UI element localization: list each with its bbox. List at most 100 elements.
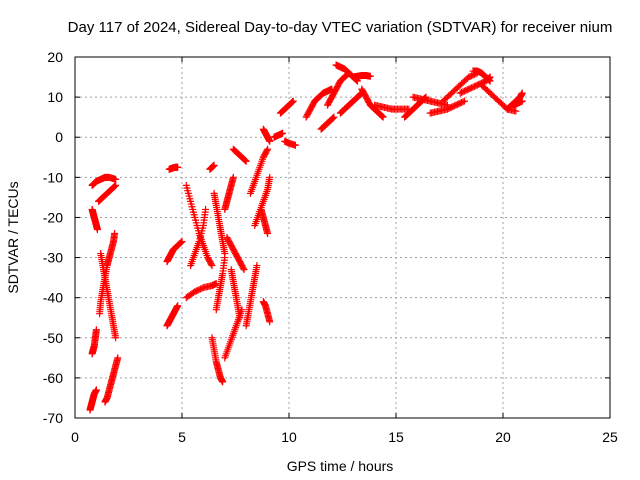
data-point (266, 173, 274, 181)
y-tick-label: -40 (43, 290, 63, 306)
series-arc2 (95, 181, 120, 205)
data-point (174, 163, 182, 171)
data-point (112, 181, 120, 189)
data-point (240, 266, 248, 274)
data-point (512, 107, 520, 115)
series-arc24 (242, 262, 261, 330)
data-point (329, 115, 337, 123)
data-point (207, 260, 215, 268)
data-point (92, 326, 100, 334)
series-arc22 (227, 266, 244, 322)
y-tick-label: 10 (47, 89, 63, 105)
x-tick-label: 10 (281, 429, 297, 445)
data-point (264, 229, 272, 237)
x-tick-label: 5 (178, 429, 186, 445)
data-point (289, 97, 297, 105)
series-arc39 (358, 85, 387, 121)
data-point (241, 156, 249, 164)
y-tick-label: -30 (43, 250, 63, 266)
data-point (460, 97, 468, 105)
series-arc7 (86, 386, 100, 414)
data-point (208, 262, 216, 270)
series-arc47 (478, 81, 520, 115)
data-point (111, 182, 119, 190)
series-arc26 (251, 173, 274, 229)
series-arc5 (97, 250, 120, 342)
series-arc9 (165, 163, 182, 173)
data-point (239, 264, 247, 272)
x-axis-label: GPS time / hours (287, 458, 394, 474)
data-point (518, 89, 526, 97)
data-point (330, 113, 338, 121)
data-point (112, 175, 120, 183)
data-point (93, 225, 101, 233)
data-point (366, 72, 374, 80)
series-arc10 (163, 238, 186, 266)
x-tick-label: 0 (71, 429, 79, 445)
series-arc34 (317, 113, 338, 133)
data-point (279, 129, 287, 137)
series-arc13 (187, 205, 210, 270)
data-point (114, 354, 122, 362)
y-tick-label: 0 (55, 129, 63, 145)
series-arc15 (206, 161, 218, 173)
data-points (86, 61, 526, 414)
data-point (236, 314, 244, 322)
data-point (378, 112, 386, 120)
chart-title: Day 117 of 2024, Sidereal Day-to-day VTE… (68, 19, 613, 36)
data-point (291, 141, 299, 149)
y-tick-label: -10 (43, 169, 63, 185)
data-point (289, 98, 297, 106)
series-arc42 (409, 93, 451, 109)
data-point (486, 77, 494, 85)
data-point (177, 238, 185, 246)
series-arc49 (510, 97, 526, 109)
series-arc32 (276, 97, 297, 117)
data-point (242, 157, 250, 165)
series-arc14 (182, 280, 220, 302)
data-point (92, 386, 100, 394)
y-tick-label: -70 (43, 410, 63, 426)
data-point (264, 145, 272, 153)
series-arc29 (259, 125, 274, 145)
series-arc6 (88, 326, 100, 358)
series-arc38 (349, 71, 374, 81)
data-point (241, 157, 249, 165)
series-arc17 (212, 254, 229, 314)
y-tick-label: -50 (43, 330, 63, 346)
x-tick-label: 15 (388, 429, 404, 445)
data-point (379, 113, 387, 121)
series-arc23 (229, 145, 250, 165)
plot-frame (74, 56, 611, 419)
y-tick-label: 20 (47, 49, 63, 65)
series-arc11 (163, 302, 182, 330)
data-point (329, 114, 337, 122)
data-point (202, 205, 210, 213)
series-arc31 (281, 137, 299, 149)
data-point (266, 137, 274, 145)
series-arc12 (182, 181, 216, 270)
data-point (266, 318, 274, 326)
data-point (253, 262, 261, 270)
series-arc8 (101, 354, 122, 406)
data-point (178, 238, 186, 246)
series-arc19 (221, 173, 237, 213)
series-arc35 (324, 69, 353, 109)
data-point (177, 239, 185, 247)
data-point (110, 183, 118, 191)
y-tick-label: -20 (43, 209, 63, 225)
data-point (459, 98, 467, 106)
series-arc37 (336, 89, 366, 117)
data-point (112, 334, 120, 342)
series-arc30 (270, 129, 287, 141)
series-arc21 (221, 306, 246, 362)
data-point (229, 173, 237, 181)
y-axis-label: SDTVAR / TECUs (5, 181, 21, 293)
data-point (210, 161, 218, 169)
data-point (485, 76, 493, 84)
data-point (111, 229, 119, 237)
series-arc28 (259, 298, 274, 326)
x-tick-label: 25 (602, 429, 618, 445)
series-arc18 (208, 334, 227, 386)
data-point (219, 378, 227, 386)
